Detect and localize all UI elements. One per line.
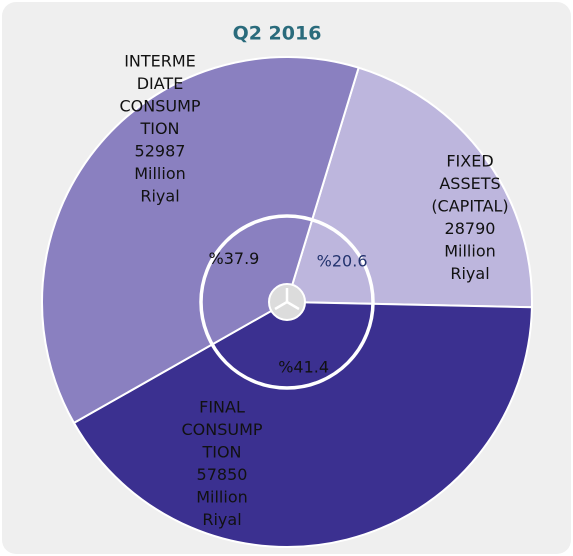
category-label: TION [139,119,179,138]
percent-label: %37.9 [209,249,260,268]
unit-label: Million [444,242,496,261]
category-label: FINAL [199,398,245,417]
percent-label: %41.4 [278,357,329,376]
percent-label: %20.6 [317,252,368,271]
category-label: DIATE [137,74,184,93]
category-label: (CAPITAL) [431,197,508,216]
category-label: CONSUMP [119,97,200,116]
slice [41,56,360,425]
hub-spokes [274,288,300,311]
labels: %20.6 FIXED ASSETS (CAPITAL) 28790 Million Riy… [119,52,508,530]
category-label: TION [201,443,241,462]
amount-label: 28790 [445,219,496,238]
unit-label: Million [134,164,186,183]
unit-label: Riyal [140,187,179,206]
category-label: FIXED [446,152,493,171]
category-label: ASSETS [439,174,500,193]
unit-label: Riyal [202,510,241,529]
unit-label: Riyal [450,264,489,283]
slice [72,300,533,548]
amount-label: 57850 [197,465,248,484]
category-label: CONSUMP [181,420,262,439]
slice [285,66,533,309]
pie [41,56,533,548]
amount-label: 52987 [135,142,186,161]
chart-title: Q2 2016 [233,23,322,45]
unit-label: Million [196,488,248,507]
category-label: INTERME [124,52,196,71]
inner-ring [199,214,375,390]
